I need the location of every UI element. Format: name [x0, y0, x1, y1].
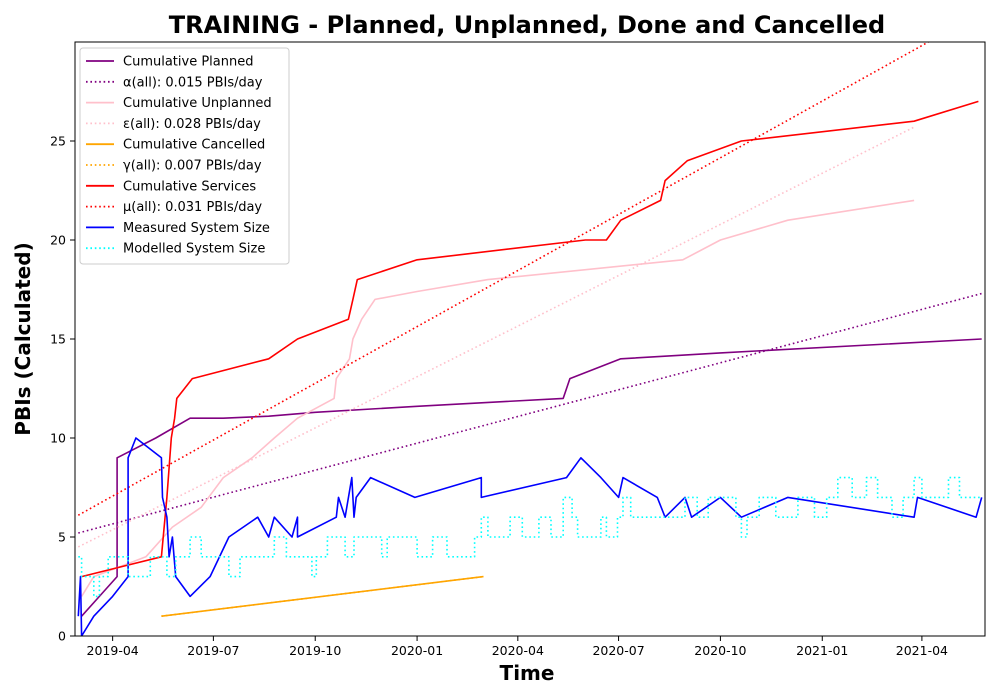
- y-tick-label: 5: [58, 530, 66, 545]
- series-line-8: [77, 42, 930, 516]
- series-line-9: [77, 437, 983, 636]
- legend-label: ε(all): 0.028 PBIs/day: [123, 117, 261, 132]
- series-line-2: [78, 292, 982, 534]
- series-line-6: [161, 575, 484, 617]
- legend-label: α(all): 0.015 PBIs/day: [123, 75, 263, 90]
- x-tick-label: 2020-01: [391, 643, 443, 658]
- y-tick-label: 25: [50, 134, 66, 149]
- y-tick-label: 20: [50, 233, 66, 248]
- chart-title: TRAINING - Planned, Unplanned, Done and …: [169, 11, 885, 39]
- y-tick-label: 15: [50, 332, 66, 347]
- legend: Cumulative Planned α(all): 0.015 PBIs/day…: [79, 47, 290, 265]
- legend-label: Cumulative Cancelled: [123, 138, 265, 153]
- x-tick-label: 2021-01: [796, 643, 848, 658]
- y-axis-label: PBIs (Calculated): [11, 242, 35, 435]
- legend-label: Measured System Size: [123, 221, 270, 236]
- series-line-7: [81, 100, 979, 578]
- legend-label: μ(all): 0.031 PBIs/day: [123, 200, 262, 215]
- x-axis: 2019-04 2019-07 2019-10 2020-01 2020-04 2020-…: [87, 636, 948, 658]
- legend-label: Modelled System Size: [123, 242, 265, 257]
- y-tick-label: 0: [58, 629, 66, 644]
- legend-label: Cumulative Services: [123, 179, 256, 194]
- x-tick-label: 2020-07: [592, 643, 644, 658]
- legend-label: Cumulative Planned: [123, 55, 253, 70]
- legend-box: [79, 47, 290, 265]
- x-axis-label: Time: [500, 661, 555, 685]
- legend-label: γ(all): 0.007 PBIs/day: [123, 159, 262, 174]
- series-line-10: [78, 476, 982, 598]
- series-line-1: [81, 338, 982, 617]
- x-tick-label: 2019-04: [87, 643, 139, 658]
- x-tick-label: 2020-04: [492, 643, 544, 658]
- legend-label: Cumulative Unplanned: [123, 96, 272, 111]
- series-line-3: [80, 199, 915, 597]
- x-tick-label: 2020-10: [694, 643, 746, 658]
- x-tick-label: 2021-04: [896, 643, 948, 658]
- x-tick-label: 2019-10: [289, 643, 341, 658]
- series-layer: [77, 42, 983, 636]
- x-tick-label: 2019-07: [187, 643, 239, 658]
- y-tick-label: 10: [50, 431, 66, 446]
- y-axis: 0 5 10 15 20 25: [50, 134, 75, 644]
- series-line-4: [77, 126, 915, 548]
